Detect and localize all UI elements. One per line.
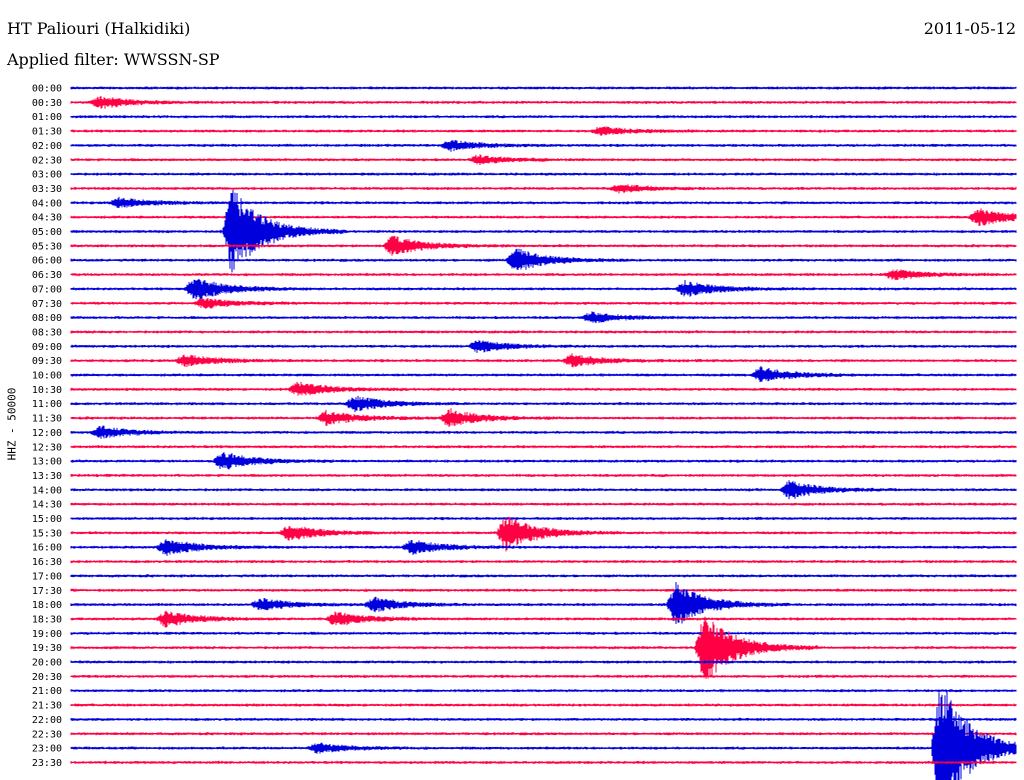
time-label: 03:30 — [32, 184, 62, 195]
time-label: 01:00 — [32, 112, 62, 123]
time-label: 18:30 — [32, 614, 62, 625]
time-label: 02:30 — [32, 155, 62, 166]
record-date: 2011-05-12 — [923, 19, 1016, 38]
time-label: 05:30 — [32, 241, 62, 252]
time-label: 10:00 — [32, 371, 62, 382]
time-label: 02:00 — [32, 141, 62, 152]
time-label: 15:30 — [32, 528, 62, 539]
time-label: 03:00 — [32, 170, 62, 181]
time-label: 20:30 — [32, 672, 62, 683]
time-label: 11:30 — [32, 414, 62, 425]
time-labels: 00:00 00:30 01:00 01:30 02:00 02:30 03:00 03:30… — [32, 84, 62, 769]
time-label: 08:30 — [32, 327, 62, 338]
time-label: 09:30 — [32, 356, 62, 367]
trace-line — [70, 366, 1017, 383]
time-label: 08:00 — [32, 313, 62, 324]
time-label: 23:30 — [32, 758, 62, 769]
time-label: 07:30 — [32, 299, 62, 310]
time-label: 05:00 — [32, 227, 62, 238]
time-label: 19:30 — [32, 643, 62, 654]
time-label: 10:30 — [32, 385, 62, 396]
trace-line — [70, 381, 1017, 396]
time-label: 06:00 — [32, 256, 62, 267]
station-title: HT Paliouri (Halkidiki) — [7, 19, 191, 38]
time-label: 18:00 — [32, 600, 62, 611]
time-label: 21:00 — [32, 686, 62, 697]
time-label: 16:30 — [32, 557, 62, 568]
filter-label: Applied filter: WWSSN-SP — [7, 50, 220, 69]
time-label: 13:00 — [32, 457, 62, 468]
time-label: 07:00 — [32, 284, 62, 295]
time-label: 12:30 — [32, 442, 62, 453]
time-label: 17:00 — [32, 571, 62, 582]
time-label: 13:30 — [32, 471, 62, 482]
time-label: 16:00 — [32, 543, 62, 554]
time-label: 22:30 — [32, 729, 62, 740]
time-label: 12:00 — [32, 428, 62, 439]
time-label: 15:00 — [32, 514, 62, 525]
time-label: 20:00 — [32, 658, 62, 669]
time-label: 00:30 — [32, 98, 62, 109]
trace-line — [70, 248, 1017, 270]
time-label: 17:30 — [32, 586, 62, 597]
time-label: 22:00 — [32, 715, 62, 726]
time-label: 14:30 — [32, 500, 62, 511]
time-label: 04:00 — [32, 198, 62, 209]
time-label: 21:30 — [32, 701, 62, 712]
time-label: 14:00 — [32, 485, 62, 496]
time-label: 06:30 — [32, 270, 62, 281]
time-label: 11:00 — [32, 399, 62, 410]
time-label: 00:00 — [32, 84, 62, 95]
time-label: 23:00 — [32, 744, 62, 755]
time-label: 09:00 — [32, 342, 62, 353]
time-label: 19:00 — [32, 629, 62, 640]
seismogram-traces — [70, 86, 1017, 780]
time-label: 01:30 — [32, 127, 62, 138]
time-label: 04:30 — [32, 213, 62, 224]
